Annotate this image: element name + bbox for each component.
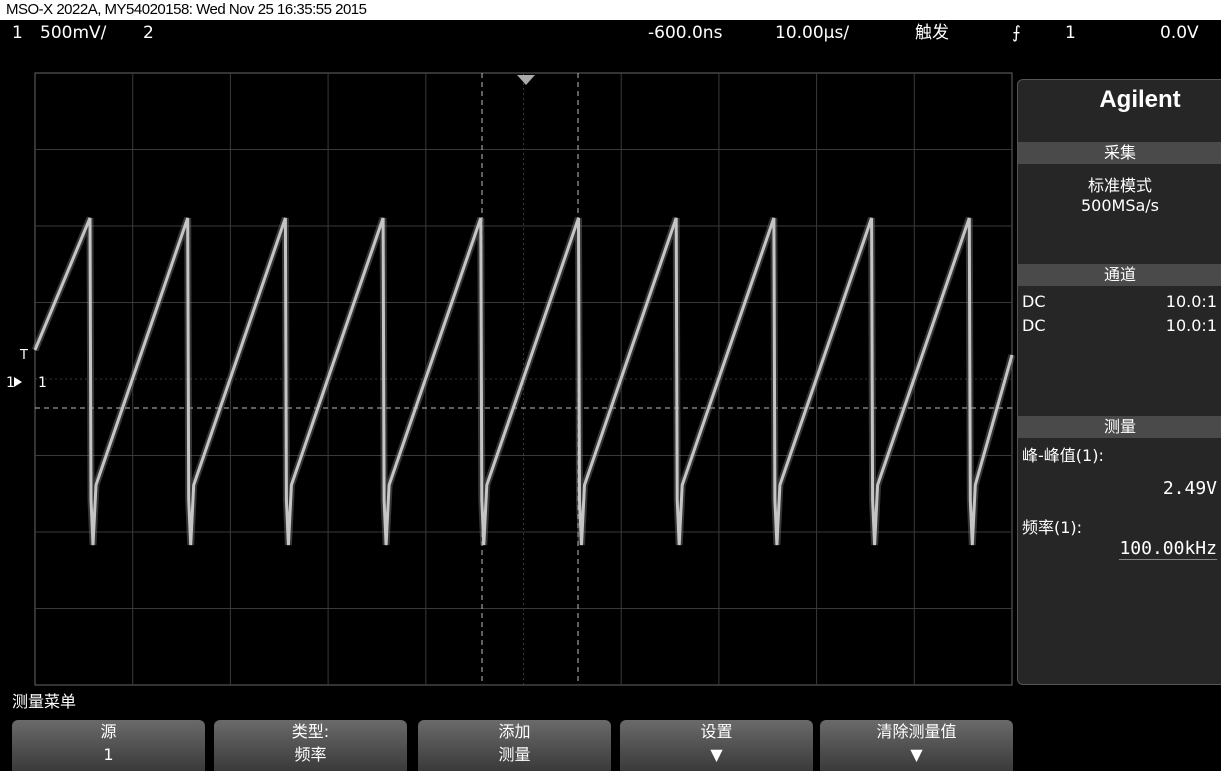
delay: -600.0ns <box>648 23 723 43</box>
softkey-top: 添加 <box>498 722 531 741</box>
section-title: 采集 <box>1018 142 1221 164</box>
softkey[interactable]: 类型: 频率 <box>214 720 407 771</box>
softkey-top: 源 <box>100 722 117 741</box>
softkey-top: 类型: <box>291 722 330 741</box>
ch1-label: 1 <box>12 23 23 43</box>
ch1-marker: 1 <box>38 375 47 391</box>
trigger-marker: T <box>19 348 28 363</box>
measure-name: 频率(1): <box>1022 518 1083 537</box>
softkey-arrow: ▼ <box>910 745 923 764</box>
timebase: 10.00µs/ <box>775 23 850 43</box>
softkey[interactable]: 设置 ▼ <box>620 720 813 771</box>
measure-name: 峰-峰值(1): <box>1022 446 1104 465</box>
waveform-glow <box>31 216 1015 546</box>
ch1-marker-left: 1 <box>6 375 15 391</box>
section-title: 通道 <box>1018 264 1221 286</box>
ch1-scale: 500mV/ <box>40 23 107 43</box>
measure-value: 2.49V <box>1162 478 1217 499</box>
softkey-top: 清除测量值 <box>876 722 957 741</box>
probe: 10.0:1 <box>1165 292 1217 311</box>
softkey-arrow: ▼ <box>710 745 723 764</box>
softkey[interactable]: 清除测量值 ▼ <box>820 720 1013 771</box>
coupling: DC <box>1022 316 1046 335</box>
brand: Agilent <box>1099 86 1181 113</box>
ch2-label: 2 <box>143 23 154 43</box>
softkey-top: 设置 <box>700 722 733 741</box>
trigger-label: 触发 <box>915 23 949 43</box>
softkey-bottom: 测量 <box>498 745 531 764</box>
delay-marker <box>517 75 535 85</box>
header-title: MSO-X 2022A, MY54020158: Wed Nov 25 16:3… <box>0 0 1221 20</box>
trigger-source: 1 <box>1065 23 1076 43</box>
ch1-arrow <box>14 377 22 387</box>
softkey-bottom: 频率 <box>294 745 327 764</box>
softkey-bottom: 1 <box>103 745 114 764</box>
menu-title: 测量菜单 <box>12 692 77 711</box>
grid <box>35 73 1012 685</box>
coupling: DC <box>1022 292 1046 311</box>
waveform <box>33 217 1014 546</box>
section-title: 测量 <box>1018 416 1221 438</box>
graticule: T 1 1 <box>6 72 1015 686</box>
acquire-rate: 500MSa/s <box>1080 196 1160 215</box>
acquire-mode: 标准模式 <box>1087 176 1152 195</box>
measure-value: 100.00kHz <box>1119 538 1217 560</box>
trigger-edge-icon: ⨍ <box>1012 23 1021 43</box>
side-panel: Agilent 采集 标准模式 500MSa/s 通道 DC 10.0:1 DC… <box>1017 79 1221 685</box>
trigger-level: 0.0V <box>1160 23 1199 43</box>
probe: 10.0:1 <box>1165 316 1217 335</box>
softkey[interactable]: 添加 测量 <box>418 720 611 771</box>
